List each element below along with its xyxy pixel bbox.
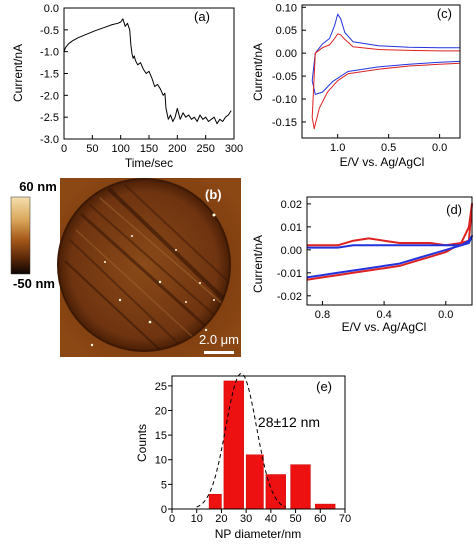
- x-axis-label: Time/sec: [125, 156, 173, 170]
- gaussian-fit: [196, 372, 286, 508]
- colorbar-bottom-label: -50 nm: [13, 276, 55, 291]
- plot-frame: [171, 375, 346, 510]
- histogram-bar: [265, 474, 286, 510]
- x-tick-label: 0.0: [438, 309, 453, 321]
- panel-label: (d): [446, 202, 462, 217]
- y-axis-label: Current/nA: [251, 235, 265, 293]
- series-line-1: [311, 13, 461, 95]
- y-tick-label: 15: [155, 430, 167, 442]
- x-tick-label: 0.0: [432, 142, 447, 154]
- y-tick-label: -0.01: [277, 268, 302, 280]
- x-tick-label: 0: [61, 143, 67, 155]
- histogram-bar: [290, 464, 311, 510]
- x-tick-label: 100: [111, 143, 129, 155]
- x-tick-label: 0.5: [381, 142, 396, 154]
- axes: 1.0 0.5 0.0 0.10 0.05 0.00 -0.05 -0.10 -0.15: [272, 2, 447, 154]
- scale-bar-label: 2.0 μm: [199, 332, 239, 347]
- y-tick-label: 0: [161, 504, 167, 516]
- fit-annotation: 28±12 nm: [258, 414, 320, 430]
- panel-b-afm-image: 60 nm -50 nm 2.0 μm (b): [10, 178, 241, 357]
- x-tick-label: 50: [86, 143, 98, 155]
- histogram-bar: [208, 493, 222, 510]
- y-tick-label: -0.10: [272, 94, 297, 106]
- y-tick-label: 0.0: [44, 3, 59, 15]
- y-tick-label: -1.0: [40, 47, 59, 59]
- plot-frame: [63, 7, 235, 140]
- axes: 0 50 100 150 200 250 300 0.0 -0.5 -1.0 -1.5 -2.0 -2.…: [40, 3, 243, 155]
- x-axis-label: NP diameter/nm: [215, 527, 301, 541]
- y-axis-label: Counts: [135, 424, 149, 462]
- axes: 0 10 20 30 40 50 60 70 0 5 10 15 20 25: [155, 381, 351, 525]
- y-tick-label: -2.5: [40, 112, 59, 124]
- series-lines: [311, 13, 461, 130]
- panel-d-chart: 0.8 0.4 0.0 0.02 0.01 0.00 -0.01 -0.02 (d) E/V …: [251, 196, 473, 334]
- x-tick-label: 0.8: [315, 309, 330, 321]
- y-tick-label: -0.02: [277, 291, 302, 303]
- series-line-2: [311, 33, 461, 130]
- histogram-bars: [208, 380, 336, 510]
- y-tick-label: 20: [155, 405, 167, 417]
- x-tick-label: 40: [265, 513, 277, 525]
- axes: 0.8 0.4 0.0 0.02 0.01 0.00 -0.01 -0.02: [277, 199, 454, 321]
- panel-label: (a): [194, 9, 210, 24]
- x-tick-label: 0: [169, 513, 175, 525]
- panel-label: (b): [205, 187, 222, 202]
- series-line-1: [63, 18, 232, 125]
- y-tick-label: 0.02: [281, 199, 302, 211]
- y-tick-label: -0.05: [272, 71, 297, 83]
- y-tick-label: -3.0: [40, 134, 59, 146]
- fit-curve: [196, 372, 286, 508]
- y-tick-label: 0.01: [281, 222, 302, 234]
- histogram-bar: [315, 503, 336, 510]
- y-tick-label: 0.00: [281, 245, 302, 257]
- histogram-bar: [245, 454, 264, 510]
- colorbar-top-label: 60 nm: [19, 179, 57, 194]
- y-tick-label: 25: [155, 381, 167, 393]
- afm-disc-texture: [65, 184, 230, 351]
- x-tick-label: 1.0: [330, 142, 345, 154]
- x-tick-label: 250: [196, 143, 214, 155]
- y-tick-label: -0.5: [40, 25, 59, 37]
- scale-bar: [204, 351, 234, 354]
- panel-label: (c): [437, 6, 452, 21]
- plot-frame: [306, 196, 473, 306]
- y-tick-label: 0.05: [276, 25, 297, 37]
- y-tick-label: -0.15: [272, 117, 297, 129]
- x-tick-label: 30: [240, 513, 252, 525]
- x-axis-label: E/V vs. Ag/AgCl: [340, 155, 425, 169]
- x-tick-label: 200: [168, 143, 186, 155]
- panel-e-histogram: 0 10 20 30 40 50 60 70 0 5 10 15 20 25 (e) 28±12 nm N…: [135, 372, 351, 541]
- y-axis-label: Current/nA: [11, 44, 25, 102]
- x-axis-label: E/V vs. Ag/AgCl: [342, 320, 427, 334]
- panel-c-chart: 1.0 0.5 0.0 0.10 0.05 0.00 -0.05 -0.10 -0.15 (c)…: [251, 2, 461, 169]
- x-tick-label: 60: [314, 513, 326, 525]
- y-tick-label: 5: [161, 479, 167, 491]
- colorbar: [10, 196, 31, 275]
- x-tick-label: 0.4: [376, 309, 391, 321]
- series-lines: [63, 18, 232, 125]
- plot-frame: [301, 4, 461, 139]
- afm-particles: [90, 213, 216, 347]
- histogram-bar: [223, 380, 244, 510]
- y-tick-label: 0.10: [276, 2, 297, 14]
- x-tick-label: 20: [215, 513, 227, 525]
- x-tick-label: 10: [191, 513, 203, 525]
- x-tick-label: 300: [225, 143, 243, 155]
- x-tick-label: 150: [140, 143, 158, 155]
- y-tick-label: 10: [155, 455, 167, 467]
- panel-a-chart: 0 50 100 150 200 250 300 0.0 -0.5 -1.0 -1.5 -2.0 -2.…: [11, 3, 243, 170]
- y-tick-label: -1.5: [40, 69, 59, 81]
- x-tick-label: 50: [289, 513, 301, 525]
- y-tick-label: -2.0: [40, 90, 59, 102]
- y-tick-label: 0.00: [276, 48, 297, 60]
- y-axis-label: Current/nA: [251, 43, 265, 101]
- x-tick-label: 70: [339, 513, 351, 525]
- panel-label: (e): [316, 379, 332, 394]
